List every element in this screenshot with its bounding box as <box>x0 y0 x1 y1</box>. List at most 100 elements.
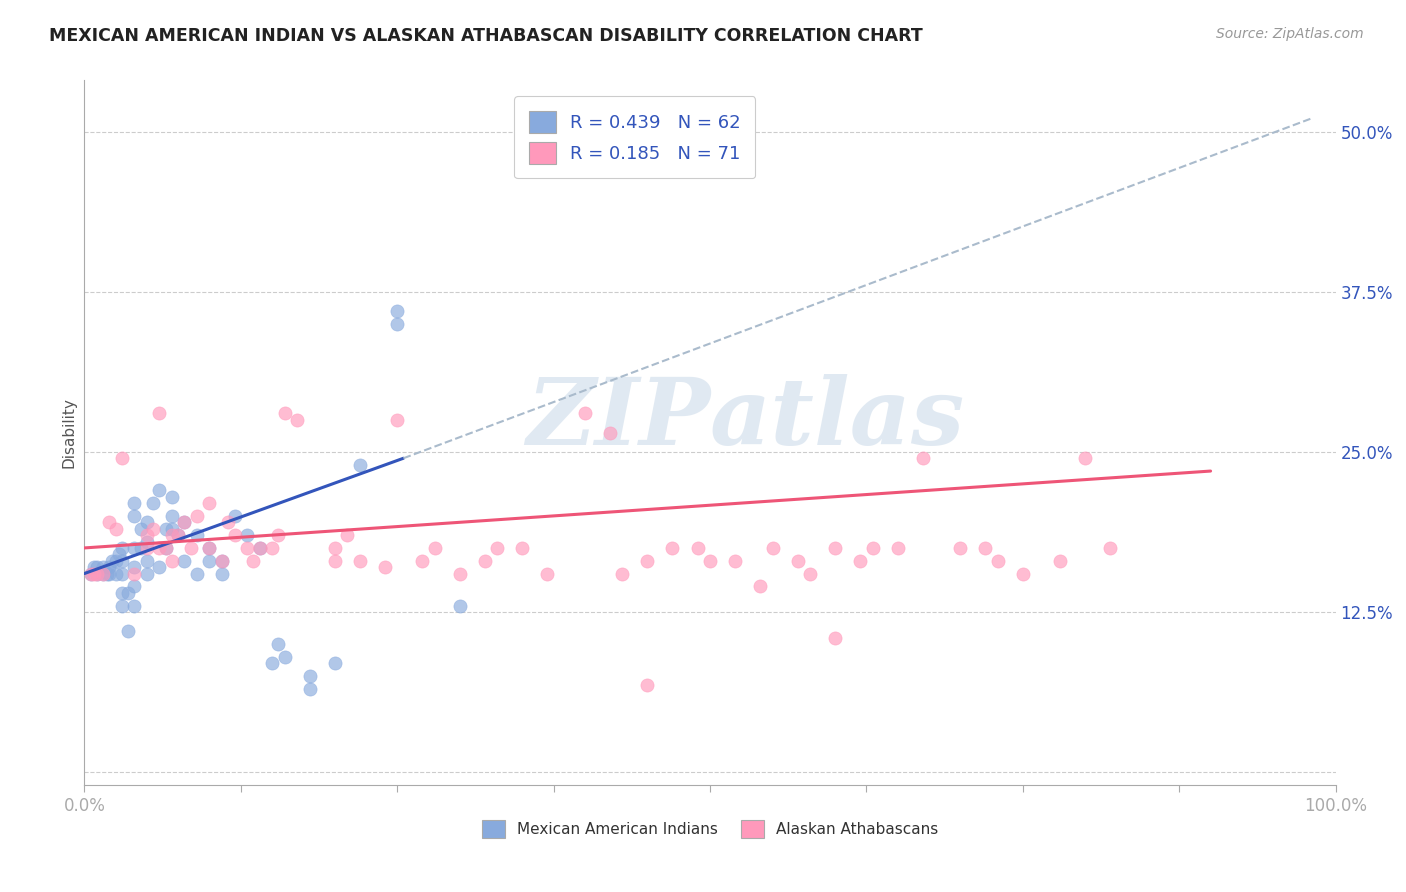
Point <box>449 566 471 581</box>
Point <box>323 554 346 568</box>
Point <box>862 541 884 555</box>
Y-axis label: Disability: Disability <box>60 397 76 468</box>
Point <box>142 522 165 536</box>
Point <box>101 554 124 568</box>
Point <box>267 637 290 651</box>
Point <box>849 554 872 568</box>
Point <box>111 554 134 568</box>
Point <box>129 522 152 536</box>
Point <box>136 534 159 549</box>
Point <box>96 566 118 581</box>
Point <box>129 541 152 555</box>
Point <box>111 586 134 600</box>
Point <box>104 566 127 581</box>
Point <box>599 425 621 440</box>
Point <box>104 522 127 536</box>
Point <box>323 541 346 555</box>
Point <box>111 566 134 581</box>
Point <box>173 554 195 568</box>
Point <box>117 586 139 600</box>
Point <box>536 566 558 581</box>
Point <box>762 541 785 555</box>
Point <box>86 566 108 581</box>
Point <box>167 528 190 542</box>
Point <box>98 566 121 581</box>
Point <box>273 649 295 664</box>
Point <box>136 541 159 555</box>
Point <box>385 317 409 331</box>
Point <box>173 516 195 530</box>
Point <box>249 541 271 555</box>
Point <box>186 566 208 581</box>
Point <box>198 554 221 568</box>
Point <box>86 560 108 574</box>
Point <box>385 413 409 427</box>
Point <box>148 541 170 555</box>
Point <box>323 657 346 671</box>
Point <box>974 541 997 555</box>
Point <box>217 516 239 530</box>
Point <box>98 516 121 530</box>
Point <box>91 560 114 574</box>
Point <box>273 406 295 420</box>
Point <box>637 678 659 692</box>
Point <box>124 560 146 574</box>
Point <box>198 541 221 555</box>
Point <box>799 566 821 581</box>
Text: atlas: atlas <box>710 374 966 464</box>
Point <box>108 547 131 561</box>
Point <box>824 541 846 555</box>
Point <box>686 541 709 555</box>
Point <box>148 560 170 574</box>
Point <box>136 516 159 530</box>
Point <box>111 599 134 613</box>
Point <box>661 541 683 555</box>
Point <box>298 681 321 696</box>
Point <box>124 566 146 581</box>
Point <box>124 541 146 555</box>
Point <box>262 541 284 555</box>
Point <box>83 560 105 574</box>
Point <box>117 624 139 639</box>
Point <box>160 508 183 523</box>
Point <box>91 566 114 581</box>
Point <box>104 554 127 568</box>
Point <box>987 554 1010 568</box>
Point <box>142 496 165 510</box>
Point <box>124 496 146 510</box>
Point <box>198 541 221 555</box>
Point <box>224 508 246 523</box>
Point <box>474 554 496 568</box>
Point <box>148 483 170 498</box>
Point <box>1012 566 1035 581</box>
Point <box>173 516 195 530</box>
Point <box>124 599 146 613</box>
Point <box>124 508 146 523</box>
Point <box>1099 541 1122 555</box>
Point <box>79 566 101 581</box>
Point <box>83 566 105 581</box>
Point <box>136 554 159 568</box>
Point <box>91 566 114 581</box>
Point <box>349 554 371 568</box>
Point <box>1074 451 1097 466</box>
Point <box>423 541 446 555</box>
Point <box>374 560 396 574</box>
Point <box>242 554 264 568</box>
Point <box>111 541 134 555</box>
Point <box>262 657 284 671</box>
Point <box>512 541 534 555</box>
Point <box>699 554 721 568</box>
Point <box>155 522 177 536</box>
Point <box>155 541 177 555</box>
Point <box>148 406 170 420</box>
Point <box>249 541 271 555</box>
Point <box>160 522 183 536</box>
Point <box>186 508 208 523</box>
Point <box>98 560 121 574</box>
Point <box>911 451 934 466</box>
Point <box>236 541 259 555</box>
Point <box>486 541 509 555</box>
Point <box>198 496 221 510</box>
Point <box>211 566 233 581</box>
